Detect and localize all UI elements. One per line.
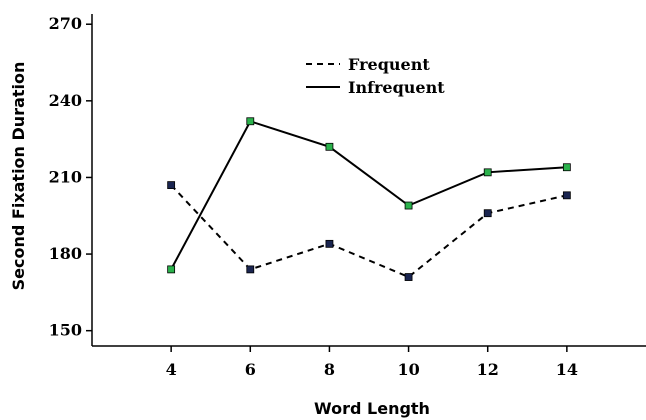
data-point-infrequent [246,117,255,126]
y-axis-title: Second Fixation Duration [9,62,28,291]
x-tick-label: 8 [324,360,335,379]
data-point-frequent [483,209,492,218]
data-point-frequent [325,239,334,248]
data-point-frequent [246,265,255,274]
data-point-frequent [167,181,176,190]
y-tick-label: 270 [49,14,82,33]
y-axis-ticks: 150 180 210 240 270 [49,14,92,340]
series-line-infrequent [170,120,567,270]
data-point-infrequent [483,168,492,177]
x-tick-label: 6 [245,360,256,379]
x-tick-label: 4 [166,360,177,379]
data-point-infrequent [167,265,176,274]
y-tick-label: 180 [49,244,82,263]
series-layer [167,117,571,281]
data-point-infrequent [325,142,334,151]
data-point-infrequent [404,201,413,210]
x-axis-title: Word Length [314,399,430,418]
data-point-frequent [404,273,413,281]
data-point-frequent [562,191,571,200]
x-tick-label: 14 [556,360,578,379]
data-point-infrequent [562,163,571,172]
legend-label-infrequent: Infrequent [348,78,445,97]
axes [91,14,646,347]
series-line-frequent [170,184,568,279]
y-tick-label: 210 [49,167,82,186]
legend-label-frequent: Frequent [348,55,430,74]
y-tick-label: 240 [49,91,82,110]
x-tick-label: 12 [477,360,499,379]
x-tick-label: 10 [397,360,419,379]
legend: Frequent Infrequent [306,55,445,97]
y-tick-label: 150 [49,321,82,340]
x-axis-ticks: 4 6 8 10 12 14 [166,346,578,379]
